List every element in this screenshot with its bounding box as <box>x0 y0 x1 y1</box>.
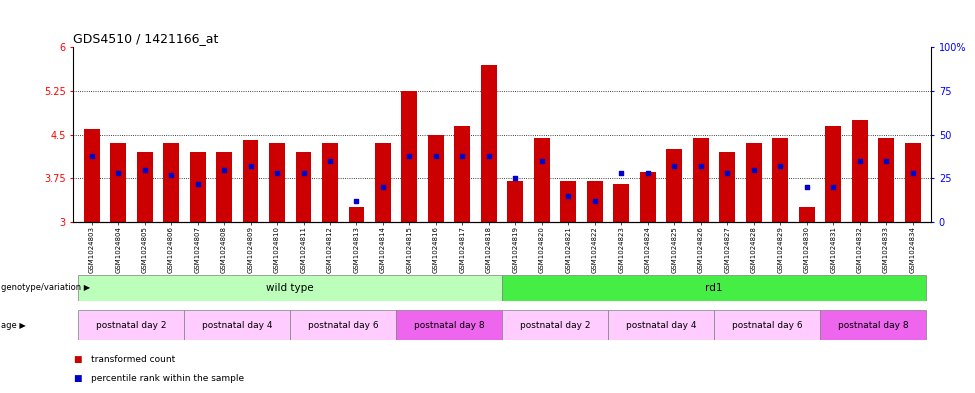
Bar <box>269 143 285 222</box>
Bar <box>396 310 502 340</box>
Text: postnatal day 8: postnatal day 8 <box>838 321 908 330</box>
Bar <box>502 310 608 340</box>
Bar <box>561 181 576 222</box>
Bar <box>348 208 365 222</box>
Point <box>190 180 206 187</box>
Bar <box>608 310 714 340</box>
Bar <box>428 134 444 222</box>
Bar <box>216 152 232 222</box>
Point <box>84 152 99 159</box>
Bar <box>852 120 868 222</box>
Bar <box>502 275 926 301</box>
Bar <box>243 140 258 222</box>
Bar <box>878 138 894 222</box>
Bar <box>613 184 629 222</box>
Bar <box>820 310 926 340</box>
Text: postnatal day 8: postnatal day 8 <box>413 321 485 330</box>
Point <box>163 172 178 178</box>
Point <box>746 167 761 173</box>
Point <box>243 163 258 169</box>
Bar <box>720 152 735 222</box>
Bar <box>84 129 99 222</box>
Bar <box>587 181 603 222</box>
Point <box>852 158 868 164</box>
Bar <box>78 310 184 340</box>
Bar <box>825 126 841 222</box>
Bar <box>640 173 656 222</box>
Bar <box>746 143 761 222</box>
Point <box>826 184 841 190</box>
Point <box>720 170 735 176</box>
Text: transformed count: transformed count <box>91 355 175 364</box>
Point <box>561 193 576 199</box>
Text: postnatal day 6: postnatal day 6 <box>308 321 378 330</box>
Point <box>402 152 417 159</box>
Bar <box>184 310 291 340</box>
Text: rd1: rd1 <box>705 283 722 293</box>
Bar <box>322 143 338 222</box>
Text: percentile rank within the sample: percentile rank within the sample <box>91 374 244 383</box>
Bar <box>905 143 920 222</box>
Point <box>110 170 126 176</box>
Point <box>136 167 152 173</box>
Point <box>428 152 444 159</box>
Point <box>269 170 285 176</box>
Bar <box>190 152 206 222</box>
Point <box>613 170 629 176</box>
Bar <box>714 310 820 340</box>
Bar <box>291 310 396 340</box>
Point <box>640 170 655 176</box>
Point <box>534 158 550 164</box>
Text: postnatal day 2: postnatal day 2 <box>520 321 590 330</box>
Bar <box>375 143 391 222</box>
Point <box>905 170 920 176</box>
Point <box>454 152 470 159</box>
Point <box>878 158 894 164</box>
Text: postnatal day 4: postnatal day 4 <box>202 321 273 330</box>
Bar <box>507 181 524 222</box>
Point <box>349 198 365 204</box>
Point <box>693 163 709 169</box>
Bar <box>693 138 709 222</box>
Bar <box>454 126 470 222</box>
Text: postnatal day 6: postnatal day 6 <box>731 321 802 330</box>
Text: postnatal day 2: postnatal day 2 <box>97 321 167 330</box>
Text: ■: ■ <box>73 374 82 383</box>
Bar <box>163 143 179 222</box>
Bar <box>402 91 417 222</box>
Text: genotype/variation ▶: genotype/variation ▶ <box>1 283 91 292</box>
Bar <box>110 143 126 222</box>
Bar <box>481 64 497 222</box>
Point <box>216 167 232 173</box>
Bar <box>772 138 788 222</box>
Bar <box>666 149 682 222</box>
Point <box>295 170 311 176</box>
Bar <box>534 138 550 222</box>
Text: ■: ■ <box>73 355 82 364</box>
Text: age ▶: age ▶ <box>1 321 26 330</box>
Point <box>508 175 524 182</box>
Point <box>667 163 682 169</box>
Point <box>799 184 814 190</box>
Point <box>375 184 391 190</box>
Bar <box>295 152 311 222</box>
Bar <box>799 208 814 222</box>
Point <box>772 163 788 169</box>
Text: wild type: wild type <box>266 283 314 293</box>
Point <box>587 198 603 204</box>
Point <box>322 158 337 164</box>
Text: GDS4510 / 1421166_at: GDS4510 / 1421166_at <box>73 31 218 44</box>
Bar <box>136 152 152 222</box>
Bar <box>78 275 502 301</box>
Point <box>481 152 496 159</box>
Text: postnatal day 4: postnatal day 4 <box>626 321 696 330</box>
